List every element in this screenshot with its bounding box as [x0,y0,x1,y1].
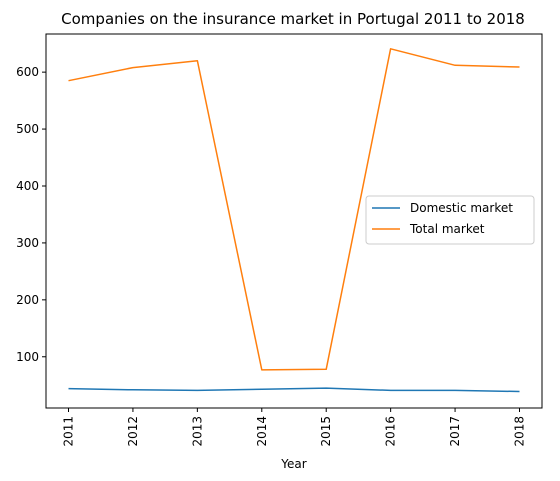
legend-box [365,195,535,245]
x-tick-label: 2011 [62,416,76,447]
y-tick-label: 100 [16,350,39,364]
y-axis: 100 200 300 400 500 600 [16,65,46,364]
plot-area [45,33,543,409]
legend-label: Domestic market [410,201,513,215]
y-tick-label: 300 [16,236,39,250]
x-axis: 2011 2012 2013 2014 2015 2016 2017 2018 [62,408,527,447]
y-tick-label: 500 [16,122,39,136]
legend: Domestic market Total market [365,195,535,245]
x-tick-label: 2016 [384,416,398,447]
x-tick-label: 2015 [319,416,333,447]
plot-frame [45,33,543,409]
x-tick-label: 2017 [448,416,462,447]
y-tick-label: 200 [16,293,39,307]
series-line-1 [68,48,520,371]
chart-title: Companies on the insurance market in Por… [61,10,525,28]
x-tick-label: 2018 [513,416,527,447]
series-layer [68,48,520,393]
x-tick-label: 2013 [190,416,204,447]
y-tick-label: 400 [16,179,39,193]
x-axis-label: Year [280,457,306,471]
series-line-0 [68,387,520,393]
x-tick-label: 2012 [126,416,140,447]
legend-label: Total market [409,222,485,236]
y-tick-label: 600 [16,65,39,79]
x-tick-label: 2014 [255,416,269,447]
